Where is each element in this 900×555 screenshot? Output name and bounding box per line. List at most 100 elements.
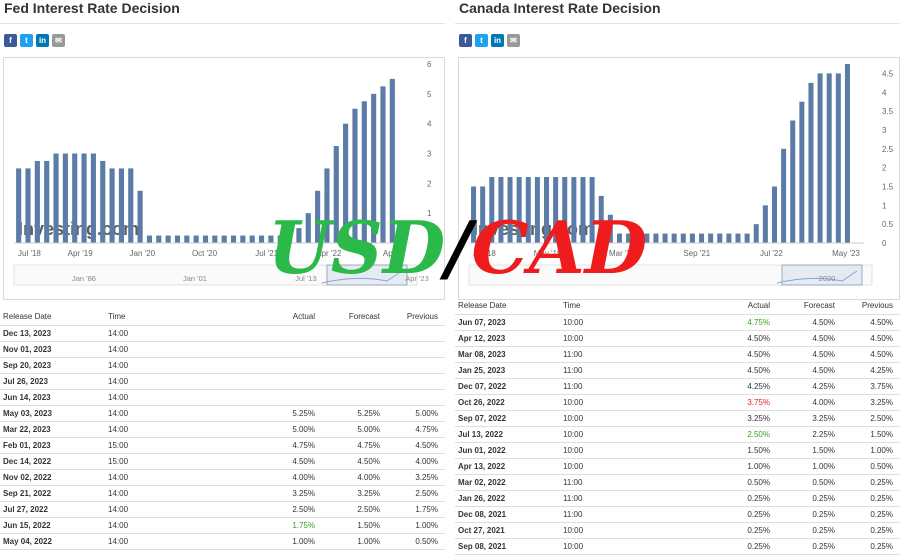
chart-bar <box>799 101 805 244</box>
email-icon[interactable]: ✉ <box>507 34 520 47</box>
cad-chart[interactable]: Investing.com 0 0.5 1 1.5 2 2.5 3 3.5 4 4.5 Jul '18… <box>458 57 900 300</box>
chart-bar <box>361 101 367 243</box>
chart-bar <box>689 233 695 243</box>
table-row: Sep 08, 2021 10:00 0.25% 0.25% 0.25% <box>455 539 900 555</box>
table-row: Jun 15, 2022 14:00 1.75% 1.50% 1.00% <box>0 518 445 534</box>
previous-cell: 0.50% <box>870 462 893 471</box>
x-tick-label: Apr '22 <box>316 249 342 258</box>
previous-cell: 4.00% <box>415 457 438 466</box>
chart-bar <box>762 205 768 243</box>
release-date-cell: Jul 27, 2022 <box>3 505 48 514</box>
time-cell: 10:00 <box>563 398 584 407</box>
forecast-cell: 1.00% <box>812 462 835 471</box>
table-row: Jul 13, 2022 10:00 2.50% 2.25% 1.50% <box>455 427 900 443</box>
chart-bar <box>844 64 850 243</box>
forecast-cell: 5.00% <box>357 425 380 434</box>
x-tick-label: Mar '20 <box>609 249 636 258</box>
navigator <box>13 264 418 286</box>
release-date-cell: Feb 01, 2023 <box>3 441 51 450</box>
col-release-date[interactable]: Release Date <box>3 312 52 321</box>
col-previous[interactable]: Previous <box>406 312 438 321</box>
x-tick-label: Sep '21 <box>683 249 710 258</box>
table-row: Jan 25, 2023 11:00 4.50% 4.50% 4.25% <box>455 363 900 379</box>
x-tick-label: Jul '21 <box>255 249 278 258</box>
chart-bar <box>781 148 787 243</box>
chart-bar <box>230 235 237 243</box>
chart-bar <box>90 153 96 243</box>
y-tick-label: 1.5 <box>882 182 894 191</box>
time-cell: 10:00 <box>563 446 584 455</box>
actual-cell: 0.25% <box>747 542 770 551</box>
table-row: Jun 07, 2023 10:00 4.75% 4.50% 4.50% <box>455 315 900 331</box>
linkedin-icon[interactable]: in <box>491 34 504 47</box>
facebook-icon[interactable]: f <box>459 34 472 47</box>
col-forecast[interactable]: Forecast <box>803 301 835 310</box>
forecast-cell: 0.25% <box>812 510 835 519</box>
chart-bar <box>726 233 732 243</box>
x-tick-label: May '19 <box>534 249 562 258</box>
chart-bar <box>471 186 477 243</box>
chart-bar <box>735 233 741 243</box>
x-tick-label: Jan '20 <box>130 249 156 258</box>
time-cell: 10:00 <box>563 542 584 551</box>
previous-cell: 0.25% <box>870 510 893 519</box>
chart-bar <box>635 233 641 243</box>
table-row: Apr 13, 2022 10:00 1.00% 1.00% 0.50% <box>455 459 900 475</box>
navigator-range <box>326 264 408 286</box>
table-row: Dec 13, 2023 14:00 <box>0 326 445 342</box>
time-cell: 11:00 <box>563 510 583 519</box>
col-previous[interactable]: Previous <box>861 301 893 310</box>
navigator-label: Apr '23 <box>405 274 429 283</box>
chart-bar <box>771 186 777 243</box>
chart-bar <box>598 195 604 243</box>
col-time[interactable]: Time <box>563 301 581 310</box>
chart-bar <box>571 177 577 243</box>
table-row: Oct 27, 2021 10:00 0.25% 0.25% 0.25% <box>455 523 900 539</box>
twitter-icon[interactable]: t <box>20 34 33 47</box>
table-row: Jul 26, 2023 14:00 <box>0 374 445 390</box>
col-release-date[interactable]: Release Date <box>458 301 507 310</box>
forecast-cell: 3.25% <box>357 489 380 498</box>
twitter-icon[interactable]: t <box>475 34 488 47</box>
chart-bar <box>708 233 714 243</box>
forecast-cell: 4.25% <box>812 382 835 391</box>
col-actual[interactable]: Actual <box>747 301 770 310</box>
actual-cell: 5.25% <box>292 409 315 418</box>
actual-cell: 5.00% <box>292 425 315 434</box>
release-date-cell: May 04, 2022 <box>3 537 52 546</box>
fed-chart[interactable]: Investing.com 1 2 3 4 5 6 Jul '18 Apr '19 Jan '20… <box>3 57 445 300</box>
forecast-cell: 4.50% <box>812 318 835 327</box>
time-cell: 14:00 <box>108 489 129 498</box>
y-tick-label: 2.5 <box>882 145 894 154</box>
email-icon[interactable]: ✉ <box>52 34 65 47</box>
release-date-cell: Jul 13, 2022 <box>458 430 503 439</box>
chart-bar <box>34 160 40 243</box>
y-tick-label: 4.5 <box>882 69 894 78</box>
y-tick-label: 2 <box>427 179 432 188</box>
time-cell: 11:00 <box>563 494 583 503</box>
table-row: Jul 27, 2022 14:00 2.50% 2.50% 1.75% <box>0 502 445 518</box>
usdcad-overlay-text: USD/CAD <box>268 208 647 288</box>
chart-bar <box>489 177 495 243</box>
release-date-cell: Mar 22, 2023 <box>3 425 51 434</box>
release-date-cell: Sep 08, 2021 <box>458 542 507 551</box>
chart-bar <box>137 190 143 243</box>
chart-bar <box>826 73 832 243</box>
release-date-cell: Mar 02, 2022 <box>458 478 506 487</box>
time-cell: 10:00 <box>563 430 584 439</box>
actual-cell: 0.50% <box>747 478 770 487</box>
chart-bar <box>544 177 550 243</box>
col-actual[interactable]: Actual <box>292 312 315 321</box>
facebook-icon[interactable]: f <box>4 34 17 47</box>
time-cell: 11:00 <box>563 366 583 375</box>
chart-bar <box>389 78 395 244</box>
y-tick-label: 0.5 <box>882 220 894 229</box>
table-header: Release Date Time Actual Forecast Previo… <box>455 298 900 315</box>
linkedin-icon[interactable]: in <box>36 34 49 47</box>
time-cell: 14:00 <box>108 361 129 370</box>
chart-bar <box>258 235 265 243</box>
table-row: Dec 14, 2022 15:00 4.50% 4.50% 4.00% <box>0 454 445 470</box>
chart-bar <box>100 160 106 243</box>
col-time[interactable]: Time <box>108 312 126 321</box>
col-forecast[interactable]: Forecast <box>348 312 380 321</box>
